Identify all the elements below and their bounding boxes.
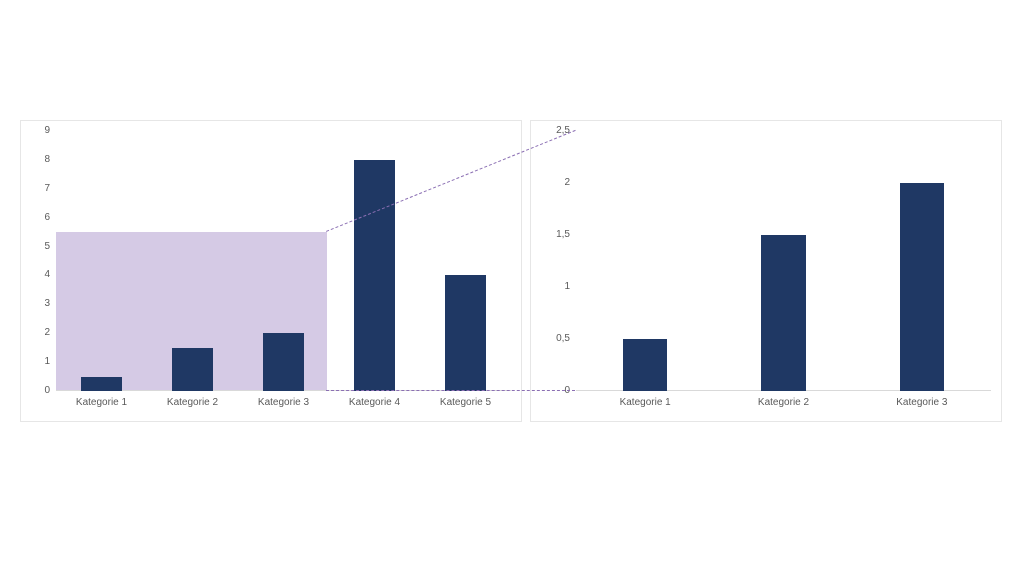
x-tick-label: Kategorie 2 xyxy=(148,397,238,408)
bar xyxy=(172,348,213,391)
y-tick-label: 3 xyxy=(20,298,50,309)
x-tick-label: Kategorie 1 xyxy=(57,397,147,408)
x-tick-label: Kategorie 1 xyxy=(600,397,690,408)
x-tick-label: Kategorie 3 xyxy=(239,397,329,408)
left-plot-area: 0123456789Kategorie 1Kategorie 2Kategori… xyxy=(56,131,511,391)
bar xyxy=(263,333,304,391)
y-tick-label: 1 xyxy=(540,281,570,292)
y-tick-label: 9 xyxy=(20,125,50,136)
bar xyxy=(354,160,395,391)
x-tick-label: Kategorie 3 xyxy=(877,397,967,408)
bar xyxy=(900,183,944,391)
y-tick-label: 2 xyxy=(540,177,570,188)
y-tick-label: 2 xyxy=(20,327,50,338)
y-tick-label: 4 xyxy=(20,269,50,280)
y-tick-label: 8 xyxy=(20,154,50,165)
bar xyxy=(81,377,122,391)
y-tick-label: 5 xyxy=(20,241,50,252)
x-tick-label: Kategorie 5 xyxy=(421,397,511,408)
y-tick-label: 0 xyxy=(20,385,50,396)
x-tick-label: Kategorie 2 xyxy=(739,397,829,408)
right-plot-area: 00,511,522,5Kategorie 1Kategorie 2Katego… xyxy=(576,131,991,391)
zoom-connector xyxy=(326,390,575,391)
y-tick-label: 1,5 xyxy=(540,229,570,240)
bar xyxy=(623,339,667,391)
bar xyxy=(761,235,805,391)
bar xyxy=(445,275,486,391)
right-chart-panel: 00,511,522,5Kategorie 1Kategorie 2Katego… xyxy=(530,120,1002,422)
y-tick-label: 0,5 xyxy=(540,333,570,344)
y-tick-label: 1 xyxy=(20,356,50,367)
x-tick-label: Kategorie 4 xyxy=(330,397,420,408)
y-tick-label: 6 xyxy=(20,212,50,223)
y-tick-label: 7 xyxy=(20,183,50,194)
left-chart-panel: 0123456789Kategorie 1Kategorie 2Kategori… xyxy=(20,120,522,422)
